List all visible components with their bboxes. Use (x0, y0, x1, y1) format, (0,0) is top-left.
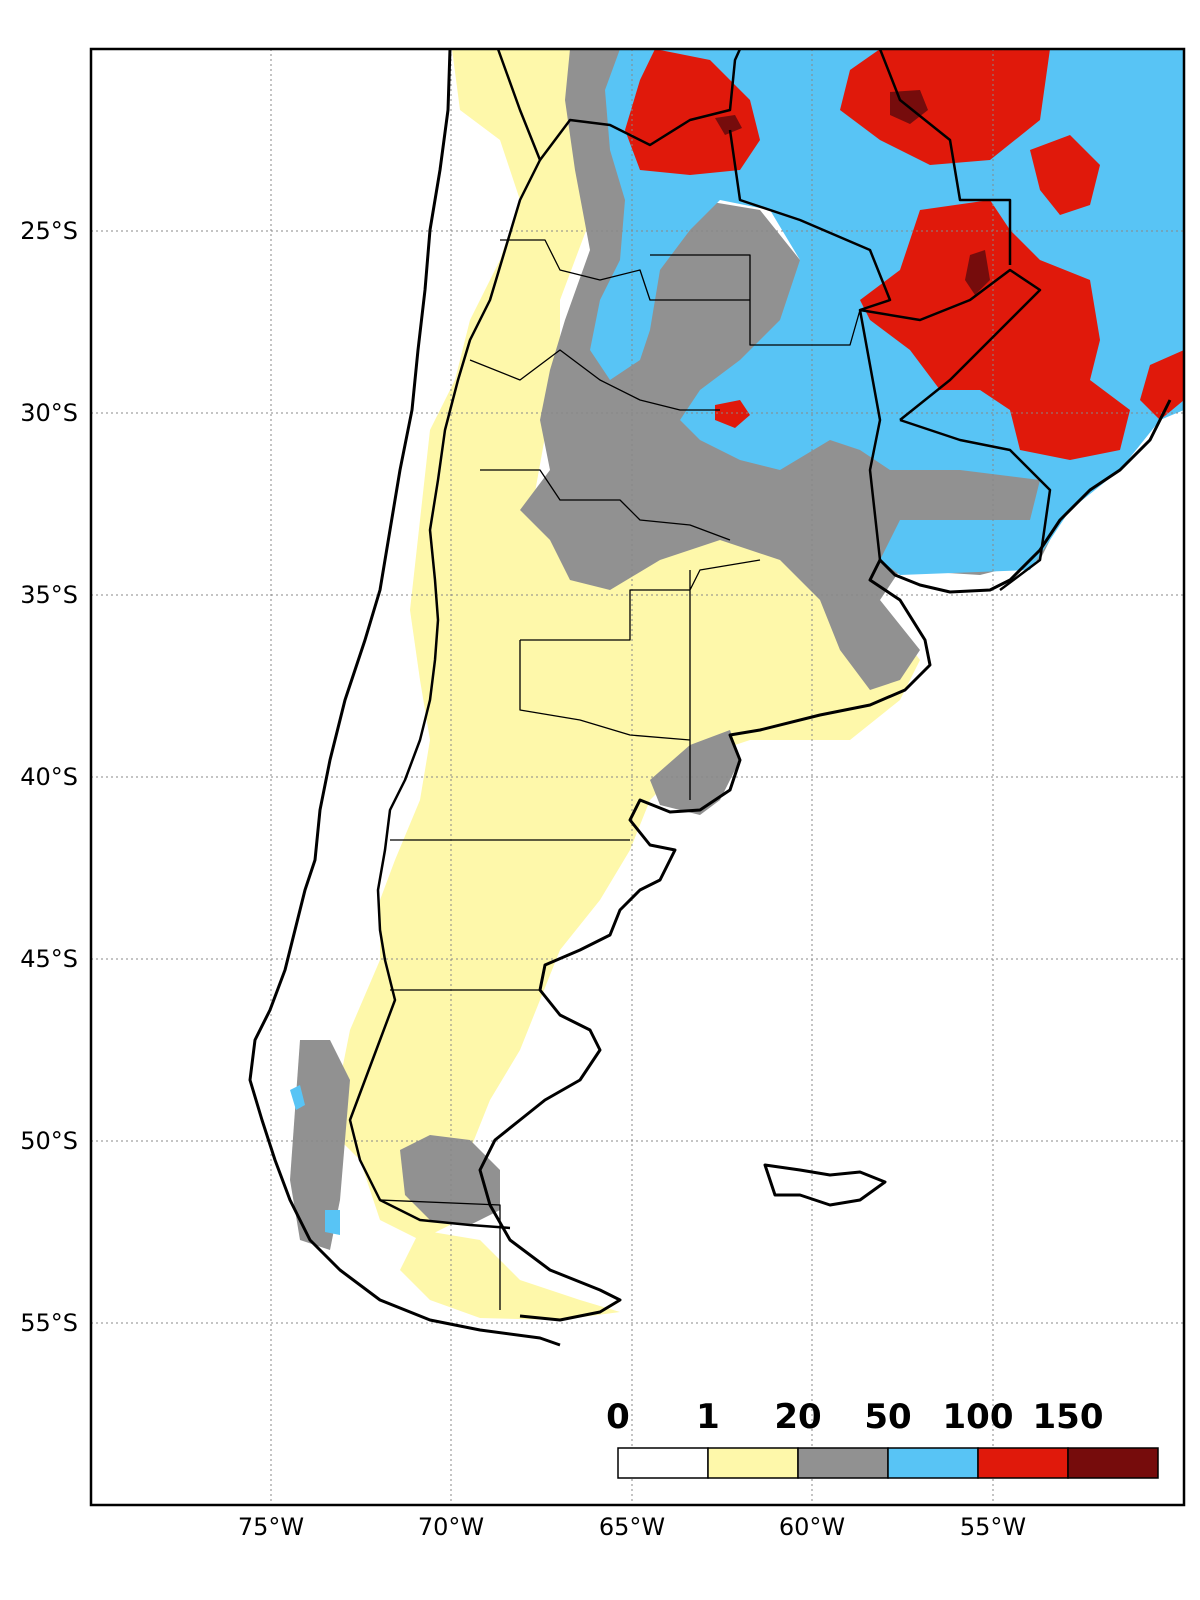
lat-tick-50s: 50°S (20, 1127, 78, 1155)
lat-tick-40s: 40°S (20, 763, 78, 791)
legend-label: 0 (606, 1397, 630, 1437)
field-100-150-a (625, 49, 760, 175)
lon-tick-70w: 70°W (418, 1513, 484, 1541)
field-150-plus-b (965, 250, 990, 295)
lat-tick-45s: 45°S (20, 945, 78, 973)
field-100-150-d (1030, 135, 1100, 215)
legend-label: 1 (696, 1397, 720, 1437)
lat-tick-35s: 35°S (20, 581, 78, 609)
map-frame (89, 47, 1186, 1507)
legend-label: 20 (774, 1397, 821, 1437)
field-100-150-f (715, 400, 750, 428)
lon-tick-65w: 65°W (599, 1513, 665, 1541)
legend-labels: 0 1 20 50 100 150 (606, 1397, 1103, 1437)
field-100-150-c (860, 200, 1130, 460)
legend-swatch (617, 1447, 709, 1479)
legend-label: 150 (1033, 1397, 1104, 1437)
border-brazil-argentina (859, 268, 1042, 421)
longitude-axis: 75°W 70°W 65°W 60°W 55°W (238, 1513, 1026, 1541)
legend-label: 100 (943, 1397, 1014, 1437)
lon-tick-55w: 55°W (960, 1513, 1026, 1541)
border-chile-argentina (348, 49, 542, 1230)
border-uruguay-brazil (899, 418, 1052, 591)
field-20-50-andes (290, 1040, 350, 1250)
border-bolivia-paraguay (539, 49, 742, 161)
provincial-lines (379, 239, 861, 1310)
field-150-plus-c (715, 115, 742, 135)
legend-swatch (887, 1447, 979, 1479)
lon-tick-75w: 75°W (238, 1513, 304, 1541)
field-20-50-lapampa (650, 730, 740, 815)
field-1-20 (330, 49, 920, 1240)
legend-label: 50 (864, 1397, 911, 1437)
legend-colorbar (617, 1447, 1159, 1479)
legend-swatch (977, 1447, 1069, 1479)
lat-tick-55s: 55°S (20, 1309, 78, 1337)
coastline-malvinas (763, 1163, 887, 1207)
field-100-150-e (1140, 350, 1184, 420)
lon-tick-60w: 60°W (779, 1513, 845, 1541)
lat-tick-25s: 25°S (20, 217, 78, 245)
legend: 0 1 20 50 100 150 (606, 1397, 1159, 1479)
graticule (91, 49, 1184, 1505)
coastline-atlantic (478, 399, 1172, 1322)
legend-swatch (797, 1447, 889, 1479)
field-50-100-andes (290, 1085, 340, 1235)
border-brazil-north (878, 49, 1012, 265)
latitude-axis: 25°S 30°S 35°S 40°S 45°S 50°S 55°S (20, 217, 78, 1337)
field-1-20-south (400, 1230, 620, 1320)
legend-swatch (707, 1447, 799, 1479)
border-paraguay-argentina (728, 129, 892, 561)
lat-tick-30s: 30°S (20, 399, 78, 427)
precipitation-field (290, 49, 1184, 1320)
coastline-pacific (248, 49, 561, 1347)
boundaries (248, 49, 1172, 1347)
legend-swatch (1067, 1447, 1159, 1479)
